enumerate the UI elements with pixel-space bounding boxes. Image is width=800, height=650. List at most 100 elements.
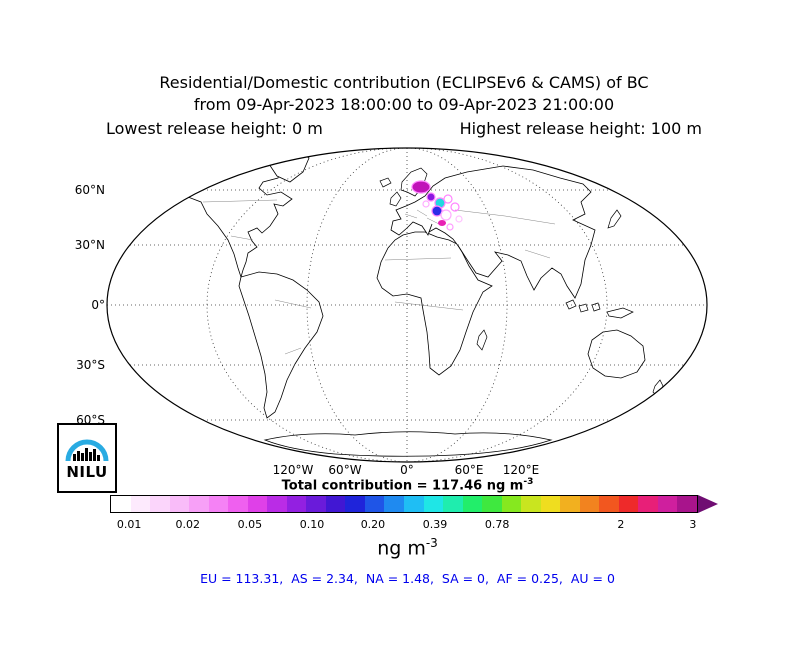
nilu-logo-text: NILU [66,463,108,481]
colorbar-segment [443,496,463,512]
colorbar-tick-label: 2 [617,518,625,531]
lon-label-120e: 120°E [503,463,540,477]
emission-plume-marker [431,205,443,217]
colorbar-segment [345,496,365,512]
colorbar-segment [150,496,170,512]
colorbar-segment [482,496,502,512]
colorbar-segment [247,496,268,512]
total-contribution-exponent: -3 [523,477,534,487]
unit-exponent: -3 [425,536,438,550]
world-map: 60°N 30°N 0° 30°S 60°S 120°W 60°W 0° 60°… [75,147,708,477]
colorbar [110,495,718,513]
colorbar-tick-label: 0.78 [484,518,510,531]
colorbar-segment [560,496,580,512]
colorbar-segment [638,496,658,512]
colorbar-tick-label: 0.01 [116,518,142,531]
colorbar-tick-label: 0.05 [237,518,263,531]
nilu-logo-graphic [65,439,109,462]
coastline-antarctica [263,431,553,457]
colorbar-segment [462,496,483,512]
colorbar-tick-label: 0.02 [175,518,201,531]
colorbar-unit-label: ng m-3 [15,536,800,559]
colorbar-segment [189,496,209,512]
total-contribution-label: Total contribution = 117.46 ng m-3 [15,477,800,493]
colorbar-segment [111,496,131,512]
lat-label-60n: 60°N [75,183,105,197]
colorbar-segment [618,496,639,512]
colorbar-segment [306,496,326,512]
colorbar-tick-label: 0.20 [360,518,386,531]
concentration-plumes [411,180,463,231]
colorbar-segment [540,496,561,512]
unit-text: ng m [377,537,426,560]
nilu-skyline-icon [73,448,100,461]
colorbar-segment [228,496,248,512]
colorbar-tick-label: 3 [689,518,697,531]
colorbar-segment [286,496,307,512]
emission-plume-marker [438,220,446,226]
colorbar-tick-label: 0.39 [422,518,448,531]
colorbar-overflow-arrow [698,495,718,513]
title-line1: Residential/Domestic contribution (ECLIP… [159,73,649,92]
colorbar-segment [599,496,619,512]
title-block: Residential/Domestic contribution (ECLIP… [8,72,800,140]
coastline-north-america [172,160,293,279]
coastline-madagascar [476,329,488,351]
emission-plume-marker [446,223,454,231]
colorbar-tick-labels: 0.01 0.02 0.05 0.10 0.20 0.39 0.78 2 3 [111,518,697,533]
regional-contributions: EU = 113.31, AS = 2.34, NA = 1.48, SA = … [200,571,615,586]
coastline-australia [587,329,646,379]
lon-label-60e: 60°E [455,463,484,477]
emission-plume-marker [411,180,431,194]
country-borders [202,199,556,355]
emission-plume-marker [440,209,452,221]
colorbar-segment [579,496,600,512]
longitude-labels: 120°W 60°W 0° 60°E 120°E [273,463,540,477]
emission-plume-marker [426,192,436,202]
graticule [107,147,707,463]
lat-label-30n: 30°N [75,238,105,252]
title-line3: Lowest release height: 0 m Highest relea… [106,118,702,140]
title-line2: from 09-Apr-2023 18:00:00 to 09-Apr-2023… [193,95,615,114]
coastline-indonesia-1 [565,299,577,310]
colorbar-segment [364,496,385,512]
lon-label-60w: 60°W [328,463,361,477]
colorbar-segment [130,496,151,512]
colorbar-segment [677,496,697,512]
emission-plume-marker [443,194,453,204]
coastline-britain [389,191,402,207]
coastline-japan [607,209,622,229]
total-contribution-text: Total contribution = 117.46 ng m [281,478,524,494]
colorbar-segment [521,496,541,512]
lon-label-0: 0° [400,463,414,477]
coastline-africa [376,231,493,376]
coastline-iceland [379,177,392,188]
lon-label-120w: 120°W [273,463,314,477]
emission-plume-marker [422,200,430,208]
colorbar-segment [208,496,229,512]
colorbar-segment [384,496,404,512]
coastline-indonesia-3 [591,302,601,312]
nilu-arc-icon [65,439,109,462]
colorbar-segment [325,496,346,512]
colorbar-segment [423,496,444,512]
colorbar-tick-label: 0.10 [299,518,325,531]
colorbar-segment [657,496,678,512]
highest-release-height-label: Highest release height: 100 m [459,119,702,138]
emission-plume-marker [455,215,463,223]
lat-label-30s: 30°S [76,358,105,372]
latitude-labels: 60°N 30°N 0° 30°S 60°S [75,183,105,427]
nilu-logo: NILU [57,423,117,493]
lowest-release-height-label: Lowest release height: 0 m [106,119,323,138]
coastline-south-america [238,271,324,419]
map-boundary [106,147,708,463]
coastline-new-guinea [606,307,634,319]
colorbar-segment [267,496,287,512]
colorbar-segment [403,496,424,512]
emission-plume-marker [450,202,460,212]
colorbar-segment [169,496,190,512]
lat-label-0: 0° [91,298,105,312]
colorbar-segment [501,496,522,512]
continents [172,150,664,457]
